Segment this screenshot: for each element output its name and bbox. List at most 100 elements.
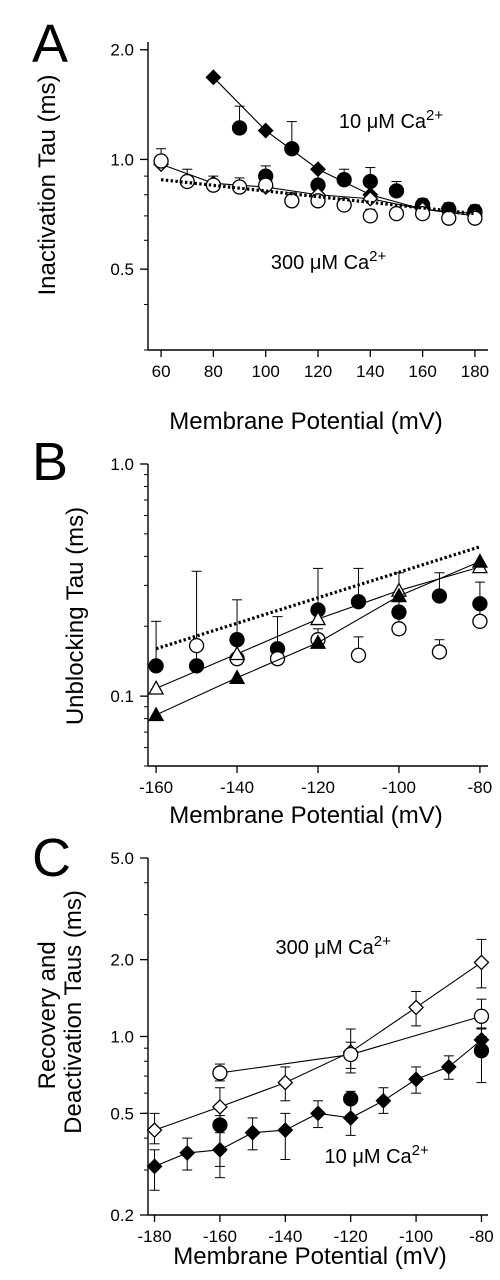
panel-a-x-tick-label: 100 xyxy=(252,362,280,381)
panel-c-y-tick-label: 0.5 xyxy=(110,1104,134,1123)
panel-c-series-3-point xyxy=(244,1124,261,1141)
panel-b-series-3-point xyxy=(147,680,165,695)
panel-a-x-tick-label: 80 xyxy=(204,362,223,381)
panel-c-ylabel: Recovery and Deactivation Taus (ms) xyxy=(34,890,87,1134)
panel-b-x-tick-label: -120 xyxy=(301,778,335,797)
panel-c-series-1-line xyxy=(154,961,482,1131)
panel-c-ylabel-line1: Recovery and xyxy=(34,941,61,1089)
panel-a-annotation-2-superscript: 2+ xyxy=(369,248,386,265)
panel-a-y-tick-label: 1.0 xyxy=(110,150,134,169)
panel-a-series-4-point xyxy=(467,210,483,226)
panel-b-y-tick-label: 1.0 xyxy=(110,455,134,474)
panel-c-ylabel-line2: Deactivation Taus (ms) xyxy=(60,890,87,1134)
panel-c-series-2-point xyxy=(212,1065,228,1081)
panel-c-x-tick-label: -160 xyxy=(203,1227,237,1246)
panel-a-xlabel: Membrane Potential (mV) xyxy=(169,408,442,435)
panel-c-y-tick-label: 2.0 xyxy=(110,951,134,970)
panel-b-series-2-point xyxy=(472,613,488,629)
panel-b-ylabel: Unblocking Tau (ms) xyxy=(62,507,89,725)
panel-c-annotation-1: 300 μM Ca2+ xyxy=(276,933,392,959)
panel-c-series-3-point xyxy=(440,1059,457,1075)
panel-a-series-4-point xyxy=(153,153,169,169)
panel-b-x-tick-label: -100 xyxy=(382,778,416,797)
panel-b-xlabel: Membrane Potential (mV) xyxy=(169,802,442,829)
panel-c-x-tick-label: -120 xyxy=(334,1227,368,1246)
panel-c-xlabel: Membrane Potential (mV) xyxy=(173,1243,446,1270)
panel-c-plot: -180 -160 -140 -120 -100 -80 5.0 2.0 1.0 0.5 0.2 30… xyxy=(110,849,493,1246)
panel-a-annotation-1-text: 10 μM Ca xyxy=(339,111,427,133)
panel-c-y-tick-label: 1.0 xyxy=(110,1028,134,1047)
panel-a-x-tick-label: 160 xyxy=(408,362,436,381)
panel-a-series-2-point xyxy=(336,172,352,188)
panel-c-series-1-point xyxy=(212,1098,228,1115)
panel-c-series-4-point xyxy=(473,1043,490,1059)
panel-b-series-2-point xyxy=(269,651,286,667)
panel-b-y-tick-label: 0.1 xyxy=(110,687,134,706)
panel-c-series-3-point xyxy=(375,1092,392,1109)
panel-a-series-4-point xyxy=(258,177,274,193)
panel-a-x-tick-label: 180 xyxy=(461,362,489,381)
panel-c-x-tick-label: -80 xyxy=(469,1227,494,1246)
panel-b-series-2-point xyxy=(391,621,407,637)
panel-c-series-3-point xyxy=(146,1158,163,1175)
panel-a-series-1-point xyxy=(257,122,274,139)
panel-b-series-4-point xyxy=(228,669,246,684)
panel-c-series-1-point xyxy=(146,1122,163,1139)
panel-a-series-4-point xyxy=(362,208,378,224)
panel-b-x-tick-label: -140 xyxy=(220,778,254,797)
panel-c-annotation-2-superscript: 2+ xyxy=(412,1142,429,1159)
panel-c-series-4-point xyxy=(212,1117,228,1133)
panel-b-series-4-point xyxy=(309,634,327,649)
panel-a-series-1-line xyxy=(212,76,475,215)
panel-b-series-2-point xyxy=(188,637,205,654)
panel-b-plot: -160 -140 -120 -100 -80 1.0 0.1 xyxy=(110,455,492,797)
panel-b-series-4-point xyxy=(147,706,165,722)
panel-c-series-4-point xyxy=(343,1091,359,1107)
panel-a-letter: A xyxy=(32,14,68,74)
panel-a-annotation-2: 300 μM Ca2+ xyxy=(271,248,387,274)
panel-c-annotation-2-text: 10 μM Ca xyxy=(325,1146,413,1168)
panel-b-series-5-dotted-line xyxy=(155,545,481,651)
panel-c-y-tick-label: 0.2 xyxy=(110,1206,134,1225)
panel-a-annotation-1-superscript: 2+ xyxy=(426,107,443,124)
panel-a-annotation-2-text: 300 μM Ca xyxy=(271,252,370,274)
panel-c-series-3-point xyxy=(179,1145,196,1161)
panel-b-series-3-point xyxy=(228,645,246,661)
panel-a-x-tick-label: 140 xyxy=(356,362,384,381)
panel-c-letter: C xyxy=(32,828,71,888)
panel-a-series-1-point xyxy=(205,69,222,86)
panel-b-x-tick-label: -160 xyxy=(139,778,173,797)
panel-b-series-1-point xyxy=(148,658,164,674)
panel-b-x-tick-label: -80 xyxy=(468,778,493,797)
panel-c-series-1-point xyxy=(473,954,490,971)
panel-c-series-3-point xyxy=(310,1105,326,1122)
panel-a-series-2-point xyxy=(388,183,405,199)
panel-a-series-4-point xyxy=(310,193,326,209)
panel-c-x-tick-label: -180 xyxy=(138,1227,172,1246)
panel-a-series-4-point xyxy=(441,210,457,226)
panel-a-series-2-point xyxy=(362,173,378,190)
panel-c-annotation-1-text: 300 μM Ca xyxy=(276,937,375,959)
panel-c-annotation-1-superscript: 2+ xyxy=(374,933,391,950)
panel-c-series-1-point xyxy=(408,999,424,1016)
panel-a-x-tick-label: 120 xyxy=(304,362,332,381)
panel-c-series-2-point xyxy=(473,1008,490,1024)
panel-a: A Inactivation Tau (ms) Membrane Potenti… xyxy=(32,14,489,435)
panel-a-series-2-point xyxy=(284,141,300,157)
panel-a-y-tick-label: 0.5 xyxy=(110,260,134,279)
panel-c: C Recovery and Deactivation Taus (ms) Me… xyxy=(32,828,494,1270)
panel-b-series-4-point xyxy=(471,553,489,568)
panel-b: B Unblocking Tau (ms) Membrane Potential… xyxy=(32,432,492,829)
panel-b-series-2-point xyxy=(350,647,367,663)
panel-a-series-2-point xyxy=(231,120,248,136)
panel-a-annotation-1: 10 μM Ca2+ xyxy=(339,107,443,133)
panel-c-series-3-point xyxy=(277,1122,294,1139)
panel-c-series-1-point xyxy=(277,1074,294,1091)
panel-a-series-4-point xyxy=(388,205,405,222)
panel-a-y-tick-label: 2.0 xyxy=(110,41,134,60)
panel-a-series-4-point xyxy=(414,205,431,222)
panel-c-series-3-point xyxy=(408,1071,424,1088)
panel-b-series-1-point xyxy=(431,588,448,604)
